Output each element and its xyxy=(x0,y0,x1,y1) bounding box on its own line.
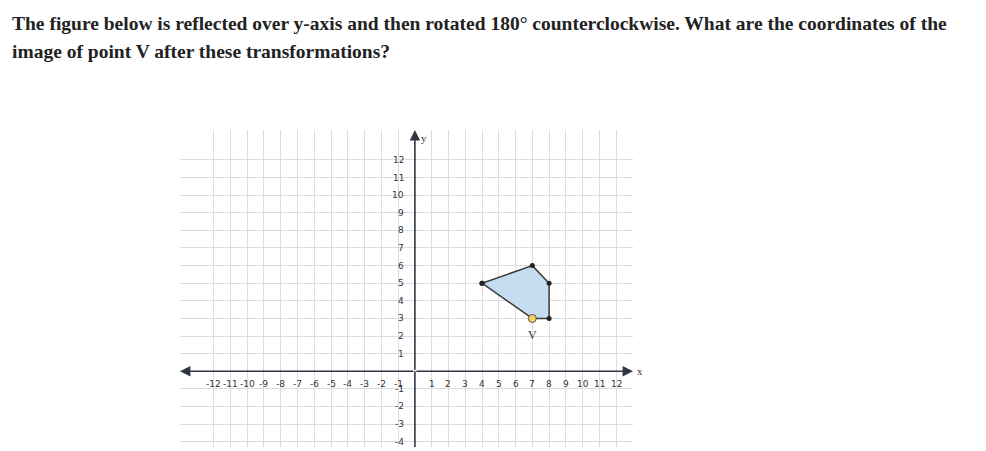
svg-text:12: 12 xyxy=(611,379,622,389)
svg-text:3: 3 xyxy=(398,313,404,323)
svg-text:-4: -4 xyxy=(395,437,404,447)
svg-text:2: 2 xyxy=(445,379,451,389)
svg-text:6: 6 xyxy=(398,261,404,271)
svg-text:8: 8 xyxy=(546,379,552,389)
svg-text:V: V xyxy=(528,328,537,342)
svg-text:-9: -9 xyxy=(259,379,268,389)
svg-text:-4: -4 xyxy=(343,379,352,389)
svg-text:8: 8 xyxy=(398,225,404,235)
svg-text:2: 2 xyxy=(398,331,404,341)
svg-text:10: 10 xyxy=(577,379,589,389)
svg-text:12: 12 xyxy=(393,155,404,165)
svg-text:-1: -1 xyxy=(394,379,403,389)
svg-text:-10: -10 xyxy=(240,379,255,389)
html-text:The figure below is reflected: The figure below is reflected over y-axi… xyxy=(12,13,947,62)
svg-text:-2: -2 xyxy=(395,401,404,411)
svg-text:-12: -12 xyxy=(206,379,221,389)
svg-text:-8: -8 xyxy=(276,379,285,389)
svg-text:7: 7 xyxy=(529,379,535,389)
svg-text:5: 5 xyxy=(398,278,404,288)
svg-text:9: 9 xyxy=(398,208,404,218)
svg-text:9: 9 xyxy=(563,379,569,389)
svg-text:-3: -3 xyxy=(360,379,369,389)
svg-text:11: 11 xyxy=(594,379,605,389)
svg-text:7: 7 xyxy=(398,243,404,253)
svg-text:x: x xyxy=(637,365,643,377)
svg-text:4: 4 xyxy=(479,379,485,389)
svg-text:11: 11 xyxy=(393,173,404,183)
svg-text:-5: -5 xyxy=(327,379,336,389)
svg-text:10: 10 xyxy=(392,190,404,200)
svg-text:1: 1 xyxy=(398,349,404,359)
svg-text:5: 5 xyxy=(496,379,502,389)
svg-text:-6: -6 xyxy=(310,379,319,389)
svg-text:-7: -7 xyxy=(293,379,302,389)
svg-text:3: 3 xyxy=(462,379,468,389)
svg-text:6: 6 xyxy=(513,379,519,389)
svg-text:-1: -1 xyxy=(395,384,404,394)
svg-text:-3: -3 xyxy=(395,419,404,429)
svg-text:4: 4 xyxy=(398,296,404,306)
svg-text:-11: -11 xyxy=(223,379,238,389)
svg-text:1: 1 xyxy=(429,379,435,389)
svg-text:y: y xyxy=(421,132,427,144)
svg-text:-2: -2 xyxy=(377,379,386,389)
